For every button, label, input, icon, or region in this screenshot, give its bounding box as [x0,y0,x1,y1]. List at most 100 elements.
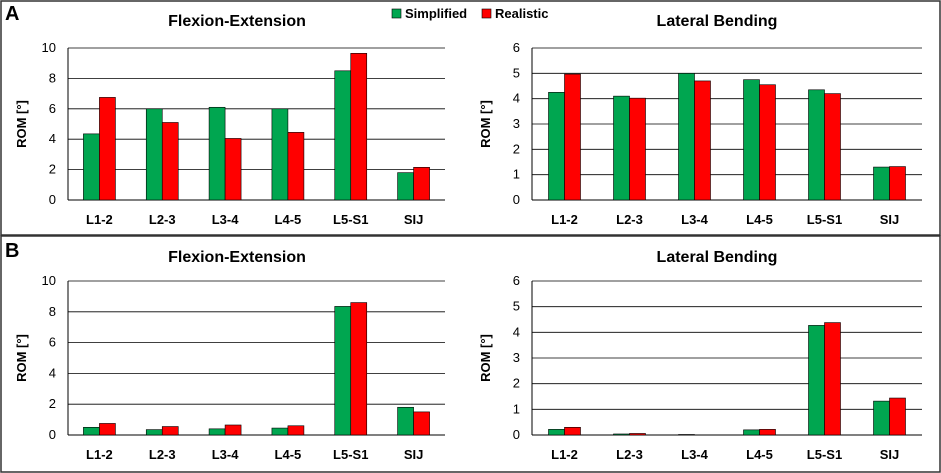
bar-simplified-sij [397,406,414,436]
y-tick-label: 10 [42,273,56,288]
y-axis-label: ROM [°] [478,100,493,148]
x-tick-label: L2-3 [149,447,176,462]
bar-simplified-sij [397,172,414,201]
chart-1: Lateral Bending 0 1 2 3 4 5 6 ROM [°] L1-2 L2-3 L3-… [478,13,922,227]
bar-realistic-sij [889,166,906,201]
y-tick-label: 4 [513,91,520,106]
y-tick-label: 2 [49,396,56,411]
bar-realistic-l1-2 [564,73,581,201]
y-tick-label: 5 [513,299,520,314]
legend-label-simplified: Simplified [405,6,467,21]
x-tick-label: L4-5 [746,447,773,462]
x-tick-label: L4-5 [746,212,773,227]
bar-realistic-l1-2 [564,426,581,436]
bar-realistic-l4-5 [287,425,305,436]
y-tick-label: 4 [49,365,56,380]
y-tick-label: 4 [49,131,56,146]
legend: Simplified Realistic [391,6,548,21]
bar-simplified-l5-s1 [808,325,825,436]
bar-simplified-l4-5 [271,108,289,201]
bar-simplified-l2-3 [613,433,630,436]
bar-realistic-l5-s1 [824,322,841,436]
bar-realistic-l3-4 [224,138,242,201]
x-tick-label: L1-2 [86,212,113,227]
legend-label-realistic: Realistic [495,6,548,21]
bar-simplified-l4-5 [743,429,760,436]
y-tick-label: 6 [513,273,520,288]
bar-realistic-sij [413,167,430,201]
y-tick-label: 6 [49,101,56,116]
y-tick-label: 10 [42,40,56,55]
bar-simplified-l3-4 [678,434,695,436]
bar-realistic-l5-s1 [350,53,368,201]
legend-swatch-realistic [481,8,492,19]
y-tick-label: 0 [49,192,56,207]
y-tick-label: 3 [513,350,520,365]
x-tick-label: L2-3 [616,212,643,227]
x-tick-label: L3-4 [681,212,709,227]
bar-realistic-l5-s1 [350,302,368,436]
bar-simplified-l5-s1 [334,70,352,201]
bar-realistic-l2-3 [161,122,179,201]
x-tick-label: L5-S1 [333,447,368,462]
x-tick-label: L3-4 [681,447,709,462]
y-tick-label: 1 [513,167,520,182]
y-tick-label: 4 [513,324,520,339]
bar-realistic-l4-5 [759,429,776,436]
chart-2: Flexion-Extension 0 2 4 6 8 10 ROM [°] L1-2 L2-3 L… [14,249,445,462]
bar-simplified-l3-4 [678,73,695,201]
x-tick-label: SIJ [880,212,900,227]
chart-title: Flexion-Extension [168,249,306,266]
bar-simplified-sij [873,166,890,201]
y-axis-label: ROM [°] [478,334,493,382]
x-tick-label: L2-3 [149,212,176,227]
x-tick-label: L1-2 [86,447,113,462]
chart-title: Lateral Bending [657,13,778,30]
y-tick-label: 6 [49,335,56,350]
bar-simplified-l1-2 [83,426,100,436]
bar-simplified-l3-4 [208,106,226,201]
legend-swatch-simplified [391,8,402,19]
x-tick-label: SIJ [404,447,424,462]
y-tick-label: 8 [49,70,56,85]
bar-simplified-l5-s1 [808,89,825,201]
panel-b-label: B [5,240,19,262]
y-tick-label: 5 [513,65,520,80]
y-tick-label: 6 [513,40,520,55]
chart-title: Flexion-Extension [168,13,306,30]
panel-b-frame [0,235,941,473]
y-axis-label: ROM [°] [14,334,29,382]
bar-realistic-l1-2 [99,97,116,201]
bar-realistic-l5-s1 [824,93,841,201]
bar-realistic-l2-3 [629,433,646,436]
bar-realistic-l2-3 [629,97,646,201]
y-tick-label: 0 [513,427,520,442]
panel-a-label: A [5,3,19,25]
y-tick-label: 1 [513,401,520,416]
bar-realistic-l4-5 [287,132,305,201]
bar-realistic-l1-2 [99,423,116,436]
bar-simplified-l1-2 [548,92,565,201]
x-tick-label: L3-4 [212,447,240,462]
bar-simplified-l1-2 [83,133,100,201]
chart-0: Flexion-Extension 0 2 4 6 8 10 ROM [°] L1-2 L2-3 L… [14,13,445,227]
chart-title: Lateral Bending [657,249,778,266]
bar-realistic-l4-5 [759,84,776,201]
y-tick-label: 2 [513,376,520,391]
bar-simplified-l2-3 [145,429,163,436]
bar-simplified-l2-3 [145,108,163,201]
y-tick-label: 0 [49,427,56,442]
x-tick-label: L2-3 [616,447,643,462]
x-tick-label: L4-5 [275,447,302,462]
bar-realistic-l2-3 [161,426,179,436]
chart-3: Lateral Bending 0 1 2 3 4 5 6 ROM [°] L1-2 L2-3 L3-… [478,249,922,462]
bar-realistic-l3-4 [694,80,711,201]
bar-simplified-l5-s1 [334,306,352,436]
x-tick-label: L3-4 [212,212,240,227]
bar-realistic-sij [889,397,906,436]
x-tick-label: SIJ [880,447,900,462]
panel-a-frame [0,0,941,236]
